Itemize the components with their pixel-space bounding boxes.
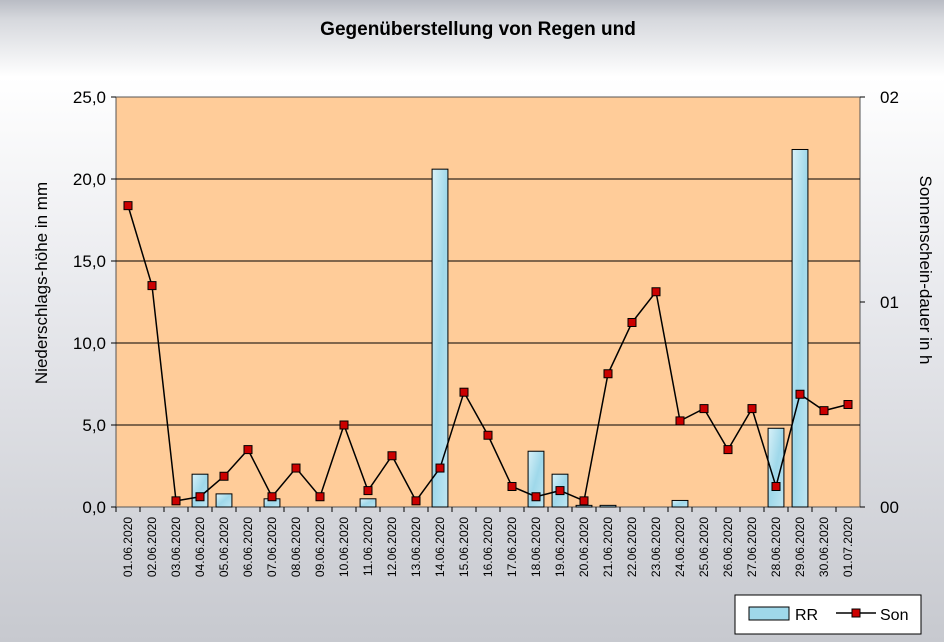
point-son xyxy=(291,463,301,473)
point-son xyxy=(435,463,445,473)
legend: RR Son xyxy=(734,594,922,635)
right-tick-label: 01 xyxy=(880,293,899,312)
point-son xyxy=(795,389,805,399)
category-label: 07.06.2020 xyxy=(265,517,279,577)
category-label: 01.07.2020 xyxy=(841,517,855,577)
category-label: 27.06.2020 xyxy=(745,517,759,577)
y-axis-right-label: Sonnenschein-dauer in h xyxy=(916,175,935,364)
point-son xyxy=(267,492,277,502)
legend-son-marker xyxy=(851,608,861,618)
category-label: 20.06.2020 xyxy=(577,517,591,577)
category-label: 19.06.2020 xyxy=(553,517,567,577)
category-label: 15.06.2020 xyxy=(457,517,471,577)
point-son xyxy=(363,486,373,496)
point-son xyxy=(483,430,493,440)
point-son xyxy=(675,416,685,426)
point-son xyxy=(723,445,733,455)
category-label: 28.06.2020 xyxy=(769,517,783,577)
category-label: 13.06.2020 xyxy=(409,517,423,577)
category-label: 03.06.2020 xyxy=(169,517,183,577)
point-son xyxy=(651,287,661,297)
line-series-son xyxy=(123,201,853,506)
legend-rr-label: RR xyxy=(795,607,818,624)
category-label: 26.06.2020 xyxy=(721,517,735,577)
point-son xyxy=(123,201,133,211)
bar-rr xyxy=(791,148,809,508)
point-son xyxy=(411,496,421,506)
point-son xyxy=(171,496,181,506)
category-label: 23.06.2020 xyxy=(649,517,663,577)
point-son xyxy=(219,471,229,481)
category-labels: 01.06.2020 02.06.2020 03.06.2020 04.06.2020… xyxy=(115,507,855,577)
point-son xyxy=(387,451,397,461)
point-son xyxy=(603,369,613,379)
category-label: 17.06.2020 xyxy=(505,517,519,577)
point-son xyxy=(747,404,757,414)
right-tick-label: 02 xyxy=(880,88,899,107)
category-label: 01.06.2020 xyxy=(121,517,135,577)
left-tick-label: 20,0 xyxy=(73,170,106,189)
left-tick-label: 10,0 xyxy=(73,334,106,353)
category-label: 24.06.2020 xyxy=(673,517,687,577)
point-son xyxy=(627,318,637,327)
category-label: 30.06.2020 xyxy=(817,517,831,577)
bar-rr xyxy=(191,473,209,508)
point-son xyxy=(147,281,157,291)
left-tick-label: 25,0 xyxy=(73,88,106,107)
legend-son-label: Son xyxy=(880,607,908,624)
point-son xyxy=(699,404,709,414)
left-tick-label: 15,0 xyxy=(73,252,106,271)
category-label: 05.06.2020 xyxy=(217,517,231,577)
point-son xyxy=(315,492,325,502)
right-axis-ticks: 00 01 02 xyxy=(860,88,899,517)
category-label: 25.06.2020 xyxy=(697,517,711,577)
bar-rr xyxy=(599,504,617,508)
right-tick-label: 00 xyxy=(880,498,899,517)
bar-rr xyxy=(431,168,449,508)
bar-rr xyxy=(359,498,377,508)
point-son xyxy=(459,387,469,397)
point-son xyxy=(243,445,253,455)
category-label: 18.06.2020 xyxy=(529,517,543,577)
plot-area xyxy=(115,96,861,508)
category-label: 21.06.2020 xyxy=(601,517,615,577)
y-axis-left-label: Niederschlags-höhe in mm xyxy=(32,182,51,384)
point-son xyxy=(579,496,589,506)
category-label: 10.06.2020 xyxy=(337,517,351,577)
bar-rr xyxy=(671,499,689,508)
point-son xyxy=(195,492,205,502)
point-son xyxy=(339,420,349,430)
category-label: 09.06.2020 xyxy=(313,517,327,577)
bar-rr xyxy=(575,504,593,508)
left-tick-label: 5,0 xyxy=(82,416,106,435)
point-son xyxy=(819,406,829,416)
left-tick-label: 0,0 xyxy=(82,498,106,517)
bar-rr xyxy=(215,493,233,508)
legend-rr-swatch xyxy=(748,606,790,621)
point-son xyxy=(531,492,541,502)
point-son xyxy=(507,482,517,491)
point-son xyxy=(771,482,781,491)
category-label: 22.06.2020 xyxy=(625,517,639,577)
left-axis-ticks: 0,0 5,0 10,0 15,0 20,0 25,0 xyxy=(73,88,116,517)
category-label: 04.06.2020 xyxy=(193,517,207,577)
point-son xyxy=(555,486,565,496)
category-label: 16.06.2020 xyxy=(481,517,495,577)
category-label: 08.06.2020 xyxy=(289,517,303,577)
gridlines xyxy=(116,178,860,426)
category-label: 14.06.2020 xyxy=(433,517,447,577)
category-label: 12.06.2020 xyxy=(385,517,399,577)
chart-title: Gegenüberstellung von Regen und xyxy=(320,19,636,40)
category-label: 11.06.2020 xyxy=(361,517,375,576)
category-label: 06.06.2020 xyxy=(241,517,255,577)
category-label: 02.06.2020 xyxy=(145,517,159,577)
category-label: 29.06.2020 xyxy=(793,517,807,577)
point-son xyxy=(843,400,853,409)
